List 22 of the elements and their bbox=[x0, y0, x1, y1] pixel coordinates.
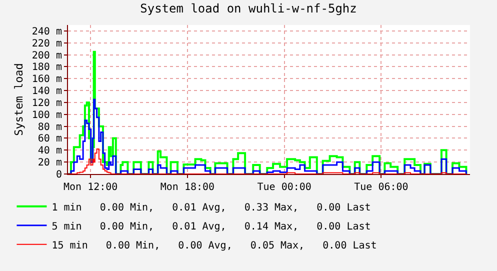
x-tick-label: Tue 06:00 bbox=[354, 182, 408, 193]
y-tick-label: 140 m bbox=[32, 86, 62, 98]
y-tick-label: 80 m bbox=[38, 122, 62, 133]
y-tick-label: 240 m bbox=[32, 26, 62, 38]
y-tick-label: 40 m bbox=[38, 146, 62, 157]
legend-label: 15 min 0.00 Min, 0.00 Avg, 0.05 Max, 0.00 Last bbox=[52, 240, 377, 252]
y-tick-label: 100 m bbox=[32, 110, 62, 121]
x-tick-label: Mon 18:00 bbox=[160, 182, 215, 193]
chart-title: System load on wuhli-w-nf-5ghz bbox=[140, 1, 357, 16]
y-tick-label: 220 m bbox=[32, 38, 62, 50]
y-tick-label: 160 m bbox=[32, 74, 62, 86]
y-tick-label: 120 m bbox=[32, 98, 62, 109]
x-tick-label: Tue 00:00 bbox=[257, 182, 312, 193]
y-tick-label: 0 bbox=[56, 170, 62, 180]
y-tick-label: 20 m bbox=[38, 158, 62, 169]
y-axis-title: System load bbox=[12, 63, 26, 136]
legend-label: 1 min 0.00 Min, 0.01 Avg, 0.33 Max, 0.00 Last bbox=[52, 202, 371, 214]
y-tick-label: 180 m bbox=[32, 62, 62, 74]
x-tick-label: Mon 12:00 bbox=[64, 182, 118, 193]
legend-label: 5 min 0.00 Min, 0.01 Avg, 0.14 Max, 0.00 Last bbox=[52, 221, 371, 232]
y-tick-label: 60 m bbox=[38, 134, 62, 145]
y-tick-label: 200 m bbox=[32, 50, 62, 62]
